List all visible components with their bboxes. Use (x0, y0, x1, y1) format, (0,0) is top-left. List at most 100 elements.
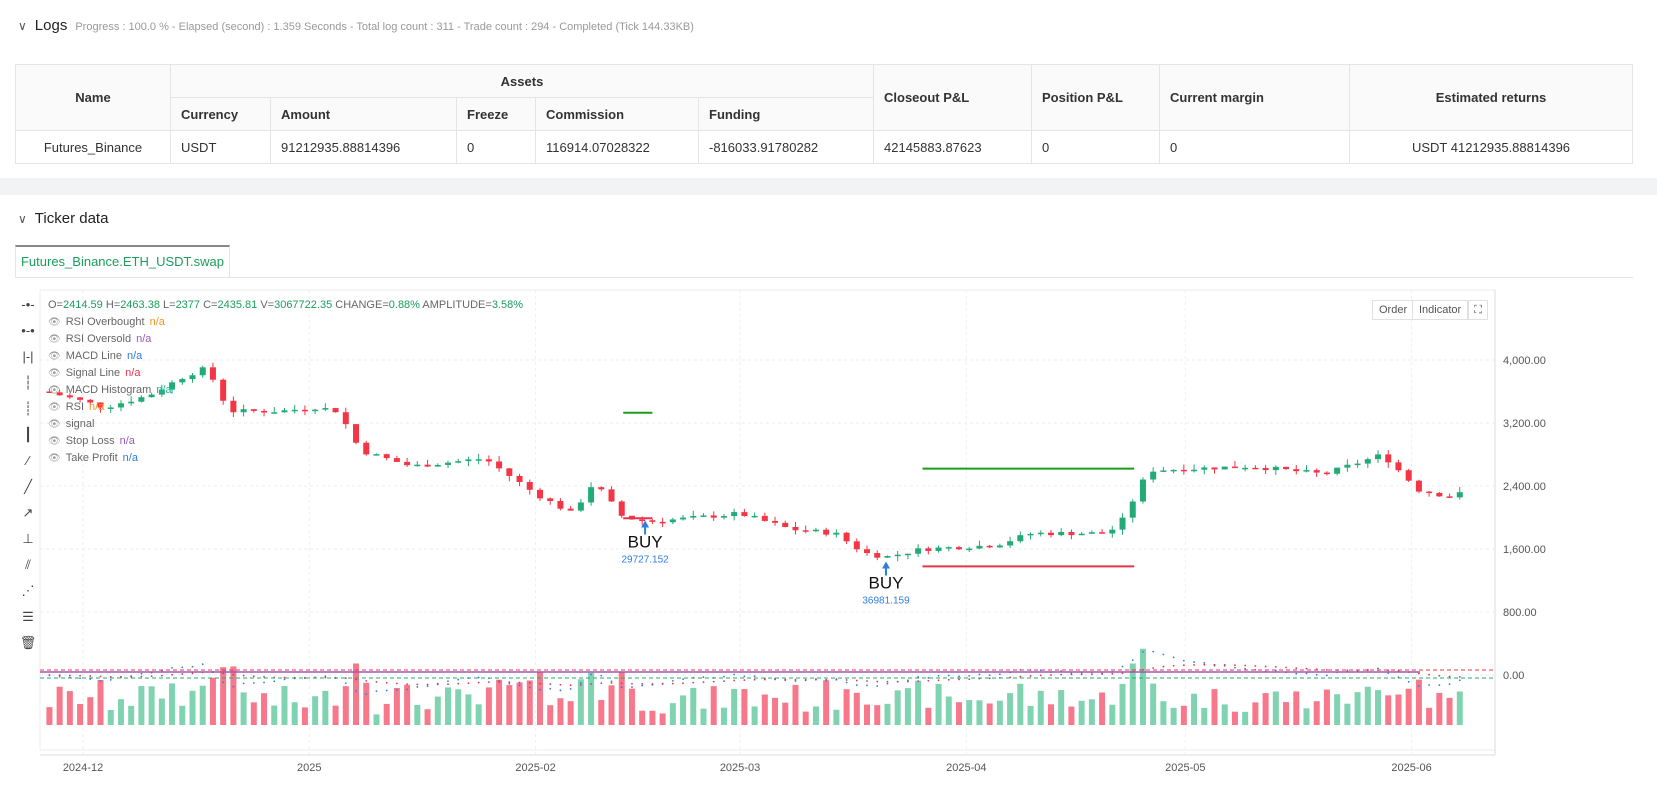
th-commission: Commission (535, 97, 699, 131)
eye-icon[interactable]: 👁 (48, 351, 61, 362)
vertical-line-tool-icon[interactable]: ┊ (24, 401, 32, 416)
ticker-section: ∨ Ticker data (0, 195, 1657, 812)
th-margin: Current margin (1159, 64, 1350, 131)
collapse-chevron-icon[interactable]: ∨ (18, 212, 27, 226)
h-label: H= (105, 299, 121, 311)
legend-value: n/a (89, 401, 105, 413)
cell-name: Futures_Binance (15, 130, 171, 164)
legend-label: RSI (65, 401, 85, 413)
legend-item[interactable]: 👁 Take Profit n/a (48, 450, 523, 467)
change-label: CHANGE= (335, 299, 389, 311)
legend-item[interactable]: 👁 MACD Line n/a (48, 348, 523, 365)
parallel-channel-tool-icon[interactable]: ⫽ (25, 557, 31, 572)
legend-item[interactable]: 👁 RSI Oversold n/a (48, 331, 523, 348)
legend-value: n/a (136, 333, 152, 345)
logs-section: ∨ Logs Progress : 100.0 % - Elapsed (sec… (0, 0, 1657, 178)
legend-label: MACD Line (65, 350, 122, 362)
h-value: 2463.38 (120, 299, 160, 311)
o-value: 2414.59 (62, 299, 103, 311)
indicator-button[interactable]: Indicator (1412, 300, 1469, 320)
th-position: Position P&L (1031, 64, 1160, 131)
eye-icon[interactable]: 👁 (48, 402, 61, 413)
l-label: L= (163, 299, 176, 311)
eye-icon[interactable]: 👁 (48, 419, 61, 430)
cell-amount: 91212935.88814396 (270, 130, 457, 164)
th-currency: Currency (170, 97, 271, 131)
trash-icon[interactable]: 🗑 (19, 635, 37, 650)
vertical-segment-tool-icon[interactable]: ┃ (24, 427, 32, 442)
cell-position: 0 (1031, 130, 1160, 164)
legend-value: n/a (126, 350, 143, 362)
horizontal-line-tool-icon[interactable]: •-• (21, 323, 35, 338)
legend-label: Stop Loss (65, 435, 115, 447)
th-funding: Funding (698, 97, 874, 131)
th-assets: Assets (170, 64, 874, 98)
legend-value: n/a (149, 316, 165, 328)
eye-icon[interactable]: 👁 (48, 436, 61, 447)
cell-currency: USDT (170, 130, 271, 164)
tab-eth-usdt-swap[interactable]: Futures_Binance.ETH_USDT.swap (15, 245, 230, 277)
eye-icon[interactable]: 👁 (48, 453, 61, 464)
legend-label: RSI Oversold (65, 333, 132, 345)
cell-margin: 0 (1159, 130, 1350, 164)
assets-table: Name Assets Closeout P&L Position P&L Cu… (15, 64, 1633, 164)
chart-legend: O=2414.59 H=2463.38 L=2377 C=2435.81 V=3… (48, 297, 523, 467)
horizontal-segment-tool-icon[interactable]: |-| (22, 349, 34, 364)
legend-label: Take Profit (65, 452, 118, 464)
trend-line-tool-icon[interactable]: ╱ (24, 479, 32, 494)
legend-item[interactable]: 👁 MACD Histogram n/a (48, 382, 523, 399)
eye-icon[interactable]: 👁 (48, 317, 61, 328)
cell-freeze: 0 (456, 130, 536, 164)
table-row: Futures_Binance USDT 91212935.88814396 0… (15, 130, 1633, 164)
eye-icon[interactable]: 👁 (48, 334, 61, 345)
th-freeze: Freeze (456, 97, 536, 131)
eye-icon[interactable]: 👁 (48, 368, 61, 379)
horizontal-ray-tool-icon[interactable]: -•- (21, 297, 35, 312)
legend-label: MACD Histogram (65, 384, 152, 396)
segment-tool-icon[interactable]: ↗ (22, 505, 34, 520)
legend-item[interactable]: 👁 signal (48, 416, 523, 433)
th-closeout: Closeout P&L (873, 64, 1032, 131)
cell-returns: USDT 41212935.88814396 (1349, 130, 1633, 164)
th-name: Name (15, 64, 171, 131)
logs-title: Logs (34, 17, 68, 34)
cell-funding: -816033.91780282 (698, 130, 874, 164)
legend-value: n/a (156, 384, 172, 396)
legend-item[interactable]: 👁 Signal Line n/a (48, 365, 523, 382)
th-returns: Estimated returns (1349, 64, 1633, 131)
c-label: C= (203, 299, 218, 311)
fib-tool-icon[interactable]: ⋰ (21, 583, 35, 598)
amplitude-value: 3.58% (491, 299, 524, 311)
legend-label: signal (65, 418, 95, 430)
fullscreen-icon[interactable]: ⛶ (1468, 300, 1488, 320)
v-label: V= (260, 299, 275, 311)
l-value: 2377 (175, 299, 201, 311)
cell-closeout: 42145883.87623 (873, 130, 1032, 164)
vertical-ray-tool-icon[interactable]: ┆ (24, 375, 32, 390)
legend-value: n/a (122, 452, 138, 464)
fib-levels-tool-icon[interactable]: ☰ (22, 609, 34, 624)
c-value: 2435.81 (217, 299, 258, 311)
logs-summary: Progress : 100.0 % - Elapsed (second) : … (75, 21, 694, 33)
v-value: 3067722.35 (274, 299, 333, 311)
cell-commission: 116914.07028322 (535, 130, 699, 164)
change-value: 0.88% (388, 299, 420, 311)
eye-icon[interactable]: 👁 (48, 385, 61, 396)
ohlc-readout: O=2414.59 H=2463.38 L=2377 C=2435.81 V=3… (48, 297, 523, 314)
order-button[interactable]: Order (1372, 300, 1415, 320)
legend-value: n/a (125, 367, 141, 379)
o-label: O= (48, 299, 63, 311)
trend-ray-tool-icon[interactable]: ⁄ (26, 453, 30, 468)
legend-item[interactable]: 👁 RSI Overbought n/a (48, 314, 523, 331)
legend-label: RSI Overbought (65, 316, 145, 328)
collapse-chevron-icon[interactable]: ∨ (18, 19, 27, 33)
tab-divider (15, 277, 1633, 278)
amplitude-label: AMPLITUDE= (422, 299, 492, 311)
legend-item[interactable]: 👁 Stop Loss n/a (48, 433, 523, 450)
legend-label: Signal Line (65, 367, 121, 379)
legend-value: n/a (119, 435, 135, 447)
legend-item[interactable]: 👁 RSI n/a (48, 399, 523, 416)
price-range-tool-icon[interactable]: ⊥ (22, 531, 34, 546)
ticker-title: Ticker data (34, 210, 109, 227)
th-amount: Amount (270, 97, 457, 131)
